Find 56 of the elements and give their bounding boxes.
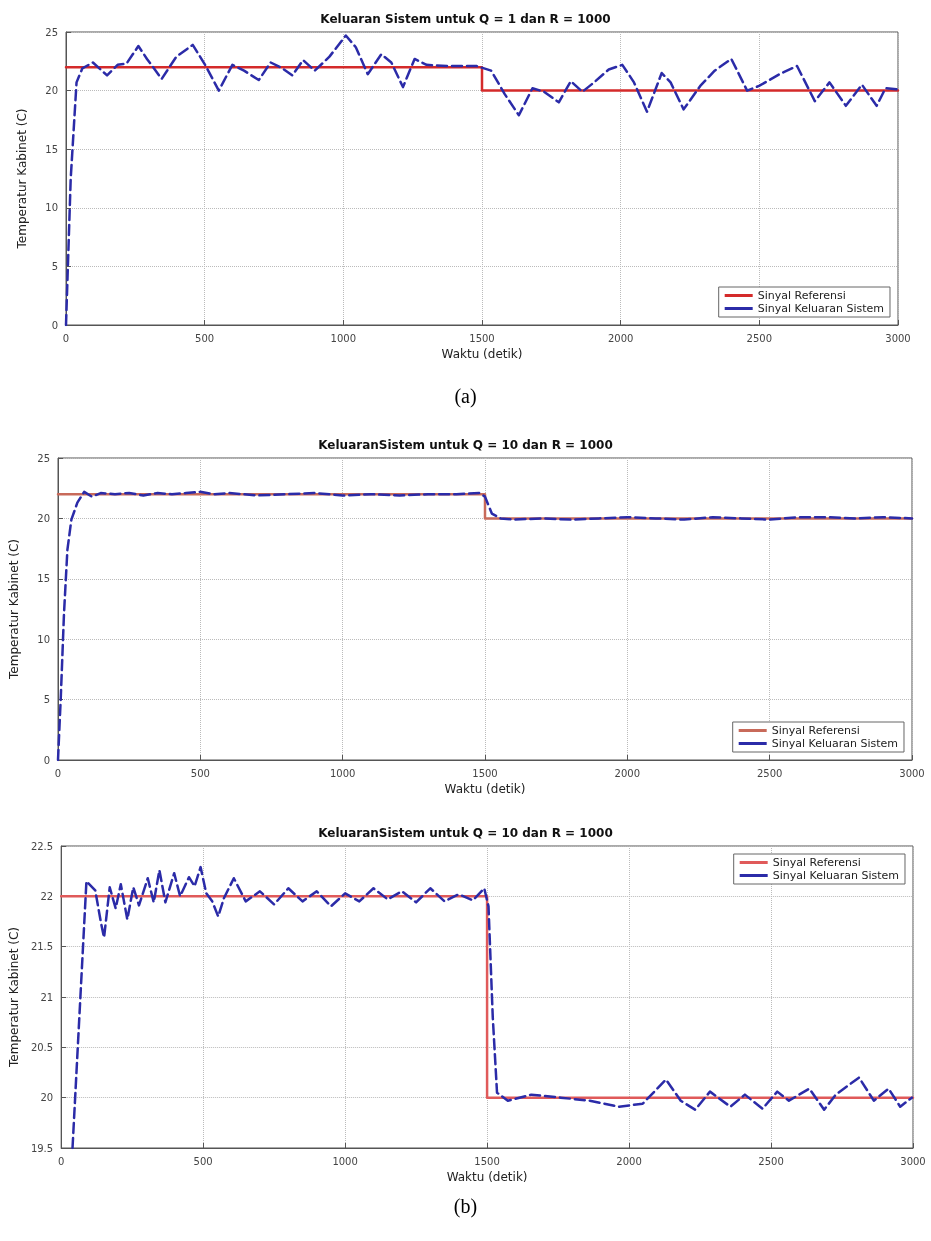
x-tick-label: 1000	[329, 767, 356, 779]
y-tick-label: 22.5	[30, 840, 54, 852]
y-tick-label: 0	[43, 754, 50, 766]
x-tick-label: 1500	[474, 1155, 500, 1167]
x-tick-label: 3000	[885, 332, 911, 344]
x-tick-label: 1500	[469, 332, 495, 344]
x-tick-label: 3000	[900, 1155, 926, 1167]
y-tick-label: 20	[40, 1092, 54, 1104]
x-tick-label: 3000	[899, 767, 925, 779]
text: (a)	[454, 385, 477, 408]
line-series	[64, 34, 899, 327]
y-tick-label: 20	[45, 85, 58, 97]
chart-title: Keluaran Sistem untuk Q = 1 dan R = 1000	[320, 12, 611, 26]
legend-label: Sinyal Keluaran Sistem	[771, 737, 898, 750]
chart-title: KeluaranSistem untuk Q = 10 dan R = 1000	[318, 826, 613, 840]
x-tick-label: 1000	[330, 332, 357, 344]
x-tick-label: 1500	[472, 767, 498, 779]
x-tick-label: 1000	[332, 1155, 358, 1167]
y-tick-label: 25	[37, 452, 50, 464]
y-tick-label: 15	[45, 143, 58, 155]
x-axis-title: Waktu (detik)	[441, 346, 523, 361]
legend-label: Sinyal Referensi	[772, 856, 861, 869]
legend-label: Sinyal Referensi	[757, 289, 846, 302]
chart-title: KeluaranSistem untuk Q = 10 dan R = 1000	[318, 438, 613, 452]
y-tick-label: 19.5	[30, 1142, 54, 1154]
x-tick-label: 2000	[616, 1155, 642, 1167]
y-tick-label: 5	[51, 260, 58, 272]
y-axis-title: Temperatur Kabinet (C)	[7, 539, 21, 680]
x-tick-label: 2000	[614, 767, 641, 779]
y-tick-label: 15	[37, 573, 50, 585]
x-tick-label: 2500	[746, 332, 773, 344]
y-tick-label: 21	[40, 991, 54, 1003]
y-tick-label: 20.5	[30, 1041, 54, 1053]
x-axis-title: Waktu (detik)	[444, 781, 526, 796]
x-axis-title: Waktu (detik)	[446, 1169, 528, 1184]
y-axis-title: Temperatur Kabinet (C)	[7, 927, 21, 1068]
x-tick-label: 0	[62, 332, 70, 344]
legend-label: Sinyal Referensi	[771, 724, 860, 737]
y-tick-label: 20	[37, 512, 50, 524]
x-tick-label: 500	[195, 332, 215, 344]
y-axis-title: Temperatur Kabinet (C)	[15, 108, 29, 250]
y-tick-label: 25	[45, 26, 58, 38]
x-tick-label: 2500	[756, 767, 783, 779]
text: (b)	[453, 1195, 478, 1218]
x-tick-label: 2000	[607, 332, 634, 344]
x-tick-label: 2500	[758, 1155, 784, 1167]
x-tick-label: 500	[193, 1155, 213, 1167]
y-tick-label: 10	[37, 633, 50, 645]
x-tick-label: 500	[190, 767, 210, 779]
y-tick-label: 5	[43, 694, 50, 706]
y-tick-label: 10	[45, 202, 58, 214]
y-tick-label: 0	[51, 319, 58, 331]
legend-label: Sinyal Keluaran Sistem	[757, 302, 884, 315]
legend-label: Sinyal Keluaran Sistem	[772, 869, 899, 882]
y-tick-label: 21.5	[30, 941, 54, 953]
y-tick-label: 22	[40, 890, 54, 902]
